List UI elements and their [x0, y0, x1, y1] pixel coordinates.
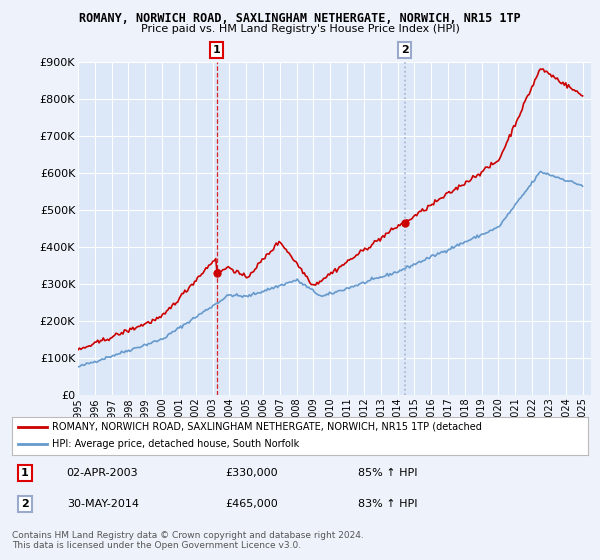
Text: HPI: Average price, detached house, South Norfolk: HPI: Average price, detached house, Sout… [52, 440, 299, 450]
Text: 83% ↑ HPI: 83% ↑ HPI [358, 499, 417, 509]
Text: 02-APR-2003: 02-APR-2003 [67, 468, 139, 478]
Text: Price paid vs. HM Land Registry's House Price Index (HPI): Price paid vs. HM Land Registry's House … [140, 24, 460, 34]
Text: £465,000: £465,000 [225, 499, 278, 509]
Text: Contains HM Land Registry data © Crown copyright and database right 2024.
This d: Contains HM Land Registry data © Crown c… [12, 531, 364, 550]
Text: 1: 1 [20, 468, 28, 478]
Text: 30-MAY-2014: 30-MAY-2014 [67, 499, 139, 509]
Text: 2: 2 [401, 45, 409, 55]
Text: ROMANY, NORWICH ROAD, SAXLINGHAM NETHERGATE, NORWICH, NR15 1TP (detached: ROMANY, NORWICH ROAD, SAXLINGHAM NETHERG… [52, 422, 482, 432]
Text: ROMANY, NORWICH ROAD, SAXLINGHAM NETHERGATE, NORWICH, NR15 1TP: ROMANY, NORWICH ROAD, SAXLINGHAM NETHERG… [79, 12, 521, 25]
Text: 2: 2 [20, 499, 28, 509]
Text: 85% ↑ HPI: 85% ↑ HPI [358, 468, 417, 478]
Text: 1: 1 [213, 45, 221, 55]
Text: £330,000: £330,000 [225, 468, 278, 478]
